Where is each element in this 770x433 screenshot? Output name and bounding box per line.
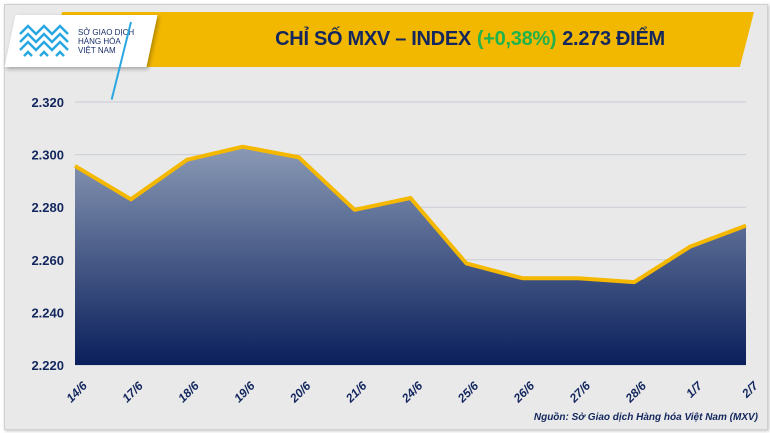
- mxv-logo-icon: [19, 24, 69, 57]
- x-tick-label: 24/6: [398, 379, 425, 406]
- x-tick-label: 20/6: [286, 379, 313, 406]
- y-tick-label: 2.240: [31, 305, 64, 320]
- x-tick-label: 28/6: [622, 379, 649, 406]
- x-tick-label: 14/6: [63, 379, 90, 406]
- x-tick-label: 19/6: [231, 379, 258, 406]
- title-prefix: CHỈ SỐ MXV – INDEX: [275, 28, 471, 50]
- area-fill: [75, 146, 746, 365]
- title-change: (+0,38%): [476, 28, 557, 50]
- x-tick-label: 1/7: [683, 378, 706, 401]
- source-note: Nguồn: Sở Giao dịch Hàng hóa Việt Nam (M…: [533, 412, 758, 423]
- x-tick-label: 27/6: [566, 379, 593, 406]
- x-tick-label: 2/7: [738, 378, 761, 401]
- x-tick-label: 25/6: [454, 379, 481, 406]
- y-tick-label: 2.320: [31, 95, 64, 110]
- x-tick-label: 17/6: [119, 379, 146, 406]
- logo-text: SỞ GIAO DỊCH HÀNG HÓA VIỆT NAM: [78, 27, 135, 55]
- y-tick-label: 2.280: [31, 200, 64, 215]
- title-suffix: 2.273 ĐIỂM: [562, 28, 665, 50]
- y-tick-label: 2.300: [31, 148, 64, 163]
- title-banner: [48, 12, 754, 67]
- x-tick-label: 21/6: [342, 379, 369, 406]
- y-tick-label: 2.220: [31, 358, 64, 373]
- x-tick-label: 26/6: [510, 379, 537, 406]
- y-tick-label: 2.260: [31, 253, 64, 268]
- mxv-logo: SỞ GIAO DỊCH HÀNG HÓA VIỆT NAM: [18, 15, 158, 67]
- chart-title: CHỈ SỐ MXV – INDEX (+0,38%) 2.273 ĐIỂM: [210, 12, 730, 67]
- x-tick-label: 18/6: [175, 379, 202, 406]
